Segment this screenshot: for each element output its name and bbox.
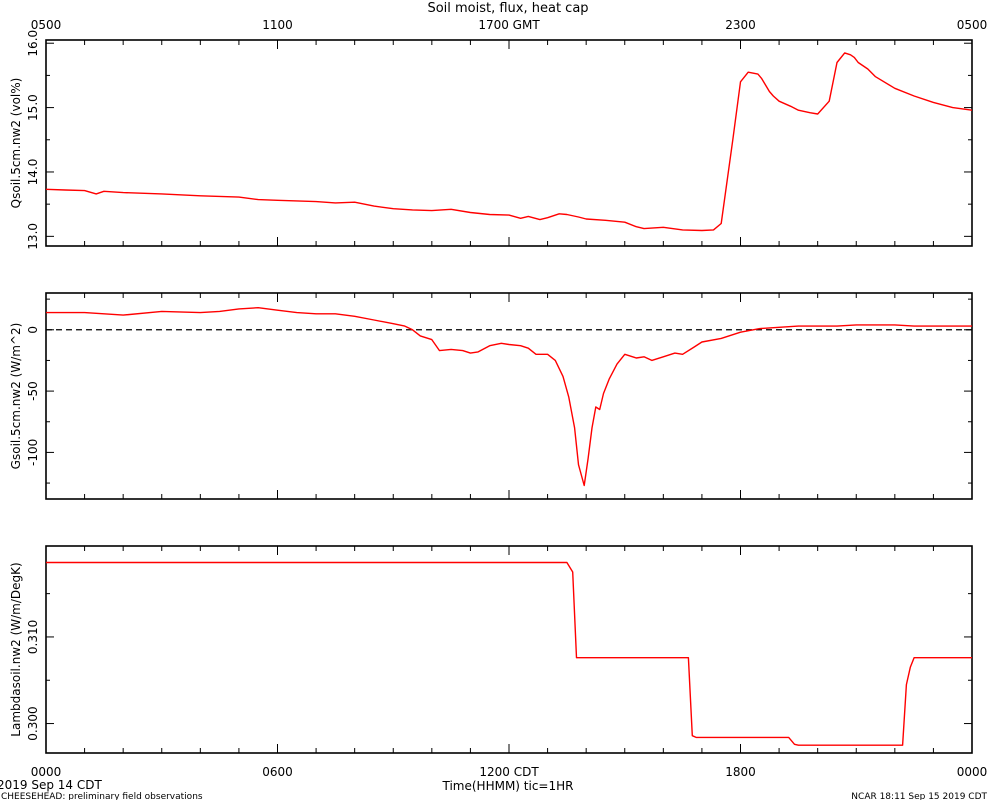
y-tick-label: -50	[26, 381, 40, 401]
bottom-tick-label: 0600	[262, 765, 293, 779]
footer-date: 2019 Sep 14 CDT	[0, 778, 102, 792]
y-tick-label: -100	[26, 439, 40, 466]
y-tick-label: 0	[26, 326, 40, 334]
x-axis-label: Time(HHMM) tic=1HR	[442, 779, 574, 793]
y-tick-label: 0.310	[26, 620, 40, 654]
y-tick-label: 16.0	[26, 30, 40, 57]
top-tick-label: 0500	[957, 18, 988, 32]
footer-stamp: NCAR 18:11 Sep 15 2019 CDT	[851, 792, 987, 800]
bottom-tick-label: 1200 CDT	[479, 765, 539, 779]
bottom-axis-tick-labels: 0000 0600 1200 CDT 1800 0000	[31, 765, 988, 779]
y-tick-label: 0.300	[26, 706, 40, 740]
y-axis-label: Lambdasoil.nw2 (W/m/DegK)	[9, 562, 23, 736]
top-axis-tick-labels: 0500 1100 1700 GMT 2300 0500	[31, 18, 988, 32]
footer-project: CHEESEHEAD: preliminary field observatio…	[1, 792, 203, 800]
panel-frame	[45, 292, 973, 500]
panel-frame	[45, 545, 973, 754]
y-axis-label: Gsoil.5cm.nw2 (W/m^2)	[9, 323, 23, 470]
series-line	[46, 307, 972, 487]
bottom-tick-label: 0000	[31, 765, 62, 779]
y-tick-label: 14.0	[26, 159, 40, 186]
top-tick-label: 1100	[262, 18, 293, 32]
series-line	[46, 561, 972, 746]
bottom-tick-label: 1800	[725, 765, 756, 779]
y-tick-label: 13.0	[26, 223, 40, 250]
y-tick-label: 15.0	[26, 94, 40, 121]
y-axis-label: Qsoil.5cm.nw2 (vol%)	[9, 78, 23, 209]
series-line	[45, 52, 973, 232]
top-tick-label: 1700 GMT	[478, 18, 540, 32]
panel-soil-moisture: 13.0 14.0 15.0 16.0 Qsoil.5cm.nw2 (vol%)	[9, 30, 973, 250]
chart-title: Soil moist, flux, heat cap	[427, 1, 588, 16]
top-tick-label: 0500	[31, 18, 62, 32]
top-tick-label: 2300	[725, 18, 756, 32]
bottom-tick-label: 0000	[957, 765, 988, 779]
